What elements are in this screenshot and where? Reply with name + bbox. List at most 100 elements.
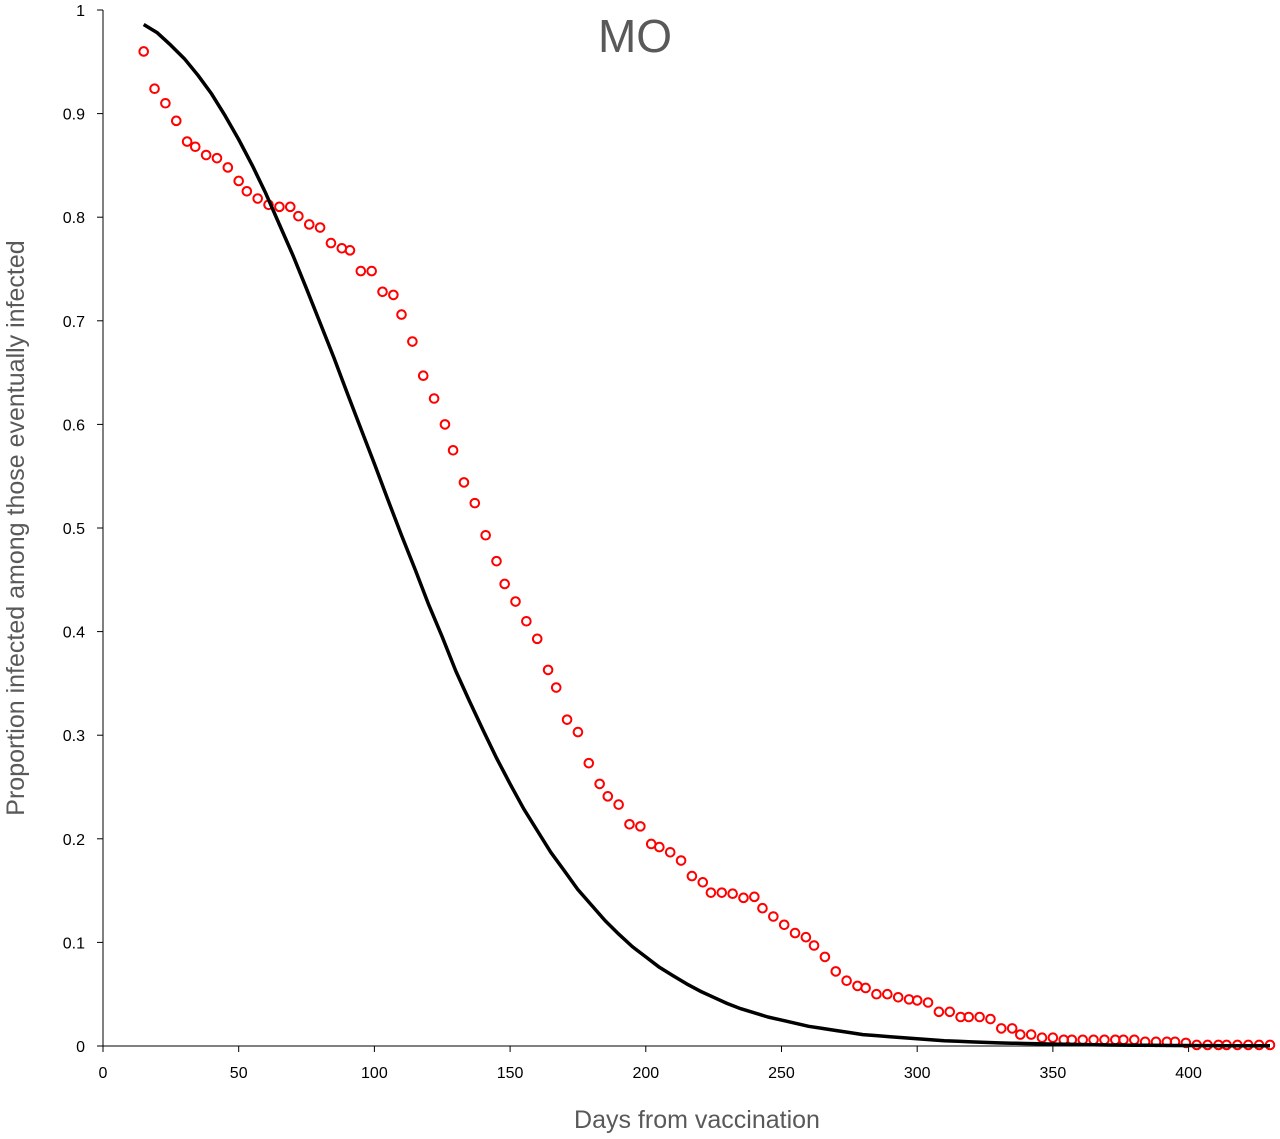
data-point <box>428 393 440 404</box>
data-point <box>996 1023 1007 1034</box>
y-tick-label: 1 <box>76 3 85 20</box>
y-tick-label: 0.6 <box>63 417 85 434</box>
data-point <box>1099 1034 1110 1046</box>
data-point <box>860 982 871 994</box>
y-tick-label: 0.7 <box>63 314 85 331</box>
data-point <box>716 887 728 898</box>
data-point <box>160 97 171 109</box>
data-point <box>800 931 812 943</box>
fitted-curve-line <box>142 23 1271 1048</box>
data-point <box>871 988 882 1000</box>
data-point <box>819 951 831 963</box>
data-point <box>1047 1032 1059 1044</box>
y-axis-title: Proportion infected among those eventual… <box>2 240 30 815</box>
y-tick-label: 0.4 <box>63 625 85 642</box>
data-point <box>458 477 470 488</box>
data-point <box>1006 1023 1018 1034</box>
data-point <box>189 141 201 153</box>
data-point <box>664 846 676 858</box>
data-point <box>293 210 304 222</box>
data-point <box>366 265 377 277</box>
data-point <box>447 445 459 456</box>
data-point <box>727 888 738 900</box>
data-point <box>499 578 510 590</box>
chart-title: MO <box>598 10 672 62</box>
data-point <box>170 115 182 127</box>
data-point <box>738 892 749 904</box>
data-point <box>407 336 418 347</box>
x-axis-ticks: 0 50 100 150 200 250 300 350 400 <box>99 1046 1202 1082</box>
data-point <box>542 664 554 676</box>
data-point <box>561 714 573 725</box>
data-point <box>531 633 543 645</box>
fitted-curve <box>142 23 1271 1048</box>
x-axis-title: Days from vaccination <box>574 1106 820 1134</box>
data-point <box>222 162 234 173</box>
data-point <box>149 83 160 95</box>
data-point <box>602 791 614 802</box>
x-tick-label: 400 <box>1175 1065 1202 1082</box>
data-point <box>613 799 624 810</box>
data-point <box>768 911 779 922</box>
x-tick-label: 200 <box>632 1065 659 1082</box>
data-point <box>439 419 451 430</box>
y-axis-ticks: 0 0.1 0.2 0.3 0.4 0.5 0.6 0.7 0.8 0.9 1 <box>63 3 103 1056</box>
data-point <box>1036 1032 1048 1044</box>
data-point <box>892 992 904 1003</box>
data-point <box>841 975 852 987</box>
data-point <box>778 919 790 931</box>
data-point <box>1088 1034 1099 1046</box>
data-point <box>789 927 801 939</box>
data-point <box>985 1013 996 1025</box>
data-point <box>417 370 429 382</box>
data-point <box>396 309 407 320</box>
data-point <box>933 1006 945 1018</box>
data-point <box>1025 1029 1037 1040</box>
x-tick-label: 250 <box>768 1065 795 1082</box>
data-point <box>241 186 253 197</box>
y-tick-label: 0 <box>76 1039 85 1056</box>
data-point <box>583 757 595 769</box>
x-tick-label: 0 <box>99 1065 108 1082</box>
x-tick-label: 100 <box>361 1065 388 1082</box>
data-point <box>377 286 388 298</box>
x-tick-label: 350 <box>1040 1065 1067 1082</box>
data-point <box>757 902 768 914</box>
data-point <box>635 821 646 832</box>
x-tick-label: 50 <box>230 1065 248 1082</box>
data-point <box>705 887 717 898</box>
data-point <box>808 940 820 951</box>
data-point <box>480 529 491 541</box>
data-point <box>922 997 934 1008</box>
data-point <box>181 136 193 147</box>
data-point <box>624 818 635 830</box>
data-point <box>211 152 223 164</box>
data-point <box>944 1006 956 1018</box>
data-point <box>303 219 315 230</box>
y-tick-label: 0.2 <box>63 832 85 849</box>
data-point <box>749 891 760 903</box>
y-tick-label: 0.8 <box>63 210 85 227</box>
data-points <box>138 46 1276 1051</box>
y-tick-label: 0.1 <box>63 935 85 952</box>
data-point <box>491 555 502 567</box>
data-point <box>510 596 521 607</box>
data-point <box>550 682 562 693</box>
data-point <box>388 289 399 301</box>
data-point <box>654 841 665 853</box>
y-tick-label: 0.9 <box>63 107 85 124</box>
data-point <box>911 995 923 1006</box>
data-point <box>882 988 893 1000</box>
data-point <box>284 201 296 213</box>
x-tick-label: 300 <box>904 1065 931 1082</box>
x-tick-label: 150 <box>497 1065 524 1082</box>
y-tick-label: 0.3 <box>63 728 85 745</box>
data-point <box>521 615 532 627</box>
y-tick-label: 0.5 <box>63 521 85 538</box>
data-point <box>1129 1034 1140 1046</box>
data-point <box>469 497 481 509</box>
data-point <box>830 966 842 977</box>
data-point <box>138 46 150 57</box>
data-point <box>274 201 285 213</box>
